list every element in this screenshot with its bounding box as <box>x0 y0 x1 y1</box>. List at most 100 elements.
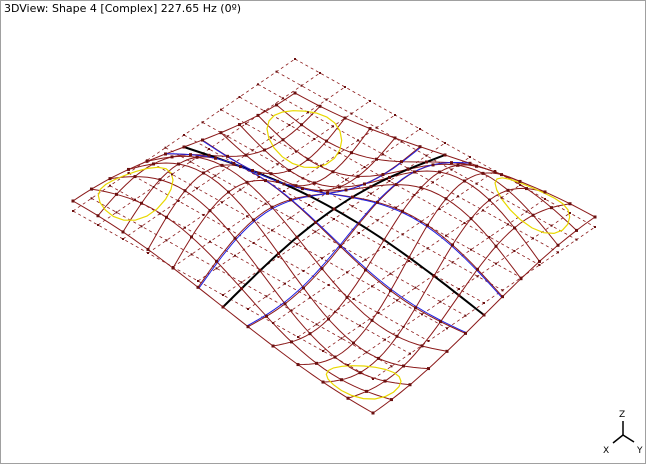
node-undeformed <box>203 214 205 216</box>
node <box>313 182 316 185</box>
node <box>575 229 578 232</box>
node <box>413 170 416 173</box>
node <box>464 332 467 335</box>
node <box>302 287 305 290</box>
node-undeformed <box>109 185 111 187</box>
node-undeformed <box>369 100 371 102</box>
node <box>396 335 399 338</box>
node-undeformed <box>240 189 242 191</box>
node-undeformed <box>253 242 255 244</box>
node-undeformed <box>291 309 293 311</box>
node-undeformed <box>382 153 384 155</box>
node <box>319 105 322 108</box>
node-undeformed <box>258 176 260 178</box>
node-undeformed <box>239 96 241 98</box>
node <box>127 168 130 171</box>
node <box>463 180 466 183</box>
node-undeformed <box>569 212 571 214</box>
node-undeformed <box>551 225 553 227</box>
node-undeformed <box>414 194 416 196</box>
node <box>314 221 317 224</box>
node <box>252 218 255 221</box>
node-undeformed <box>128 172 130 174</box>
node-undeformed <box>526 211 528 213</box>
node-undeformed <box>452 261 454 263</box>
node <box>263 149 266 152</box>
node-undeformed <box>376 127 378 129</box>
node-undeformed <box>245 123 247 125</box>
deformed-line <box>129 163 429 369</box>
node <box>594 216 597 219</box>
node-undeformed <box>270 137 272 139</box>
node <box>209 209 212 212</box>
node <box>334 356 337 359</box>
node-undeformed <box>539 264 541 266</box>
node <box>159 178 162 181</box>
node-undeformed <box>327 191 329 193</box>
node <box>408 256 411 259</box>
node-undeformed <box>289 124 291 126</box>
node <box>476 268 479 271</box>
node <box>295 184 298 187</box>
node <box>134 175 137 178</box>
node-undeformed <box>421 313 423 315</box>
node-undeformed <box>432 181 434 183</box>
node-undeformed <box>415 287 417 289</box>
node-undeformed <box>294 58 296 60</box>
node-undeformed <box>146 159 148 161</box>
node <box>352 342 355 345</box>
node <box>300 123 303 126</box>
node <box>394 137 397 140</box>
node <box>183 146 186 149</box>
node <box>197 286 200 289</box>
node-undeformed <box>208 148 210 150</box>
deformed-line <box>166 154 466 333</box>
node-undeformed <box>334 311 336 313</box>
contour-blue <box>166 154 466 333</box>
node-undeformed <box>370 193 372 195</box>
node <box>332 170 335 173</box>
node <box>358 222 361 225</box>
node <box>72 200 75 203</box>
node-undeformed <box>409 353 411 355</box>
node-undeformed <box>377 219 379 221</box>
node <box>90 188 93 191</box>
node-undeformed <box>402 233 404 235</box>
node <box>251 169 254 172</box>
node-undeformed <box>372 378 374 380</box>
node <box>414 306 417 309</box>
node <box>382 173 385 176</box>
node <box>482 172 485 175</box>
node-undeformed <box>341 337 343 339</box>
node <box>383 238 386 241</box>
node-undeformed <box>257 83 259 85</box>
node <box>190 235 193 238</box>
node <box>384 380 387 383</box>
node <box>344 117 347 120</box>
node <box>350 151 353 154</box>
node <box>221 164 224 167</box>
node-undeformed <box>116 211 118 213</box>
node <box>400 160 403 163</box>
node <box>140 202 143 205</box>
node-undeformed <box>391 365 393 367</box>
node <box>451 243 454 246</box>
node-undeformed <box>351 113 353 115</box>
node-undeformed <box>519 184 521 186</box>
node-undeformed <box>91 197 93 199</box>
node-undeformed <box>190 161 192 163</box>
node <box>245 154 248 157</box>
node <box>425 160 428 163</box>
node <box>297 363 300 366</box>
node <box>470 217 473 220</box>
node <box>495 245 498 248</box>
node-undeformed <box>544 198 546 200</box>
node <box>475 165 478 168</box>
node <box>201 139 204 142</box>
node <box>538 260 541 263</box>
node <box>389 289 392 292</box>
node <box>226 155 229 158</box>
node <box>275 103 278 106</box>
node-undeformed <box>216 267 218 269</box>
node-undeformed <box>277 163 279 165</box>
